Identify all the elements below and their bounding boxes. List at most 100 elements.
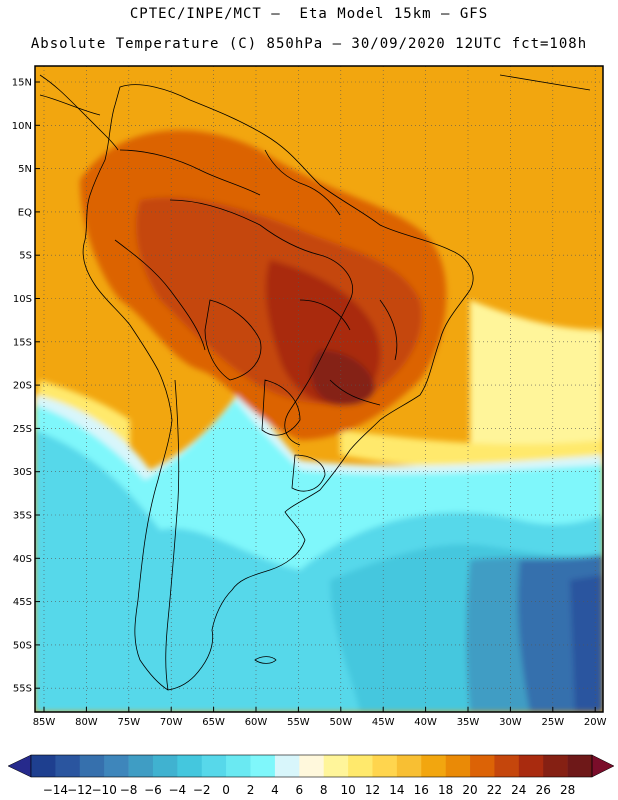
colorbar-swatch — [55, 755, 81, 777]
map-axes: 15N 10N 5N EQ 5S 10S 15S 20S 25S 30S 35S 40S 45S 50S 5… — [12, 78, 607, 729]
colorbar-swatch — [31, 755, 56, 777]
colorbar-swatch — [396, 755, 422, 777]
colorbar-label: 6 — [295, 783, 303, 797]
colorbar-label: 12 — [365, 783, 380, 797]
colorbar-swatch — [79, 755, 105, 777]
colorbar-label: 24 — [511, 783, 526, 797]
colorbar-swatch — [348, 755, 373, 777]
lon-label: 45W — [372, 717, 395, 728]
colorbar-label: 16 — [414, 783, 429, 797]
lat-label: 5N — [18, 164, 32, 175]
colorbar-swatch — [299, 755, 324, 777]
colorbar-label: 20 — [462, 783, 477, 797]
border-brazil — [169, 199, 353, 446]
border-uruguay — [291, 454, 326, 492]
field-subtropical — [35, 380, 603, 470]
colorbar-swatch — [372, 755, 398, 777]
lat-label: 30S — [13, 467, 32, 478]
lat-label: 40S — [13, 554, 32, 565]
border-colombia-venezuela — [119, 149, 261, 196]
lat-label: 15N — [12, 78, 32, 89]
coastlines — [39, 74, 591, 691]
colorbar-label: 26 — [536, 783, 551, 797]
colorbar-swatch — [274, 755, 300, 777]
border-argentina-chile — [165, 379, 180, 691]
colorbar-label: 4 — [271, 783, 279, 797]
colorbar-swatch — [323, 755, 349, 777]
border-guianas — [264, 149, 341, 216]
lat-label: 15S — [13, 337, 32, 348]
colorbar-swatch — [201, 755, 227, 777]
border-bolivia — [204, 299, 262, 381]
coastline-falklands — [254, 656, 277, 664]
lon-label: 20W — [584, 717, 607, 728]
colorbar-swatch — [421, 755, 446, 777]
colorbar-label: 2 — [247, 783, 255, 797]
lon-label: 85W — [33, 717, 56, 728]
lon-label: 25W — [541, 717, 564, 728]
lon-label: 40W — [414, 717, 437, 728]
colorbar-swatch — [250, 755, 276, 777]
lon-label: 75W — [117, 717, 140, 728]
lon-label: 35W — [457, 717, 480, 728]
colorbar-label: 18 — [438, 783, 453, 797]
colorbar-swatch — [518, 755, 544, 777]
colorbar-end-left — [7, 754, 32, 778]
colorbar-swatch — [543, 755, 568, 777]
lon-label: 60W — [245, 717, 268, 728]
colorbar-label: 28 — [560, 783, 575, 797]
colorbar-end-right — [591, 754, 615, 778]
map-frame — [34, 65, 604, 713]
border-paraguay — [261, 379, 301, 436]
border-peru — [114, 239, 206, 351]
colorbar-swatch — [128, 755, 154, 777]
colorbar-label: 14 — [389, 783, 404, 797]
coastline-south-america — [82, 84, 474, 691]
border-brazil-states — [299, 299, 398, 406]
lon-label: 70W — [160, 717, 183, 728]
colorbar-label: 22 — [487, 783, 502, 797]
lat-label: 25S — [13, 424, 32, 435]
temperature-field — [35, 66, 603, 712]
field-andes-hot — [105, 160, 132, 202]
lat-label: 50S — [13, 640, 32, 651]
colorbar-swatch — [177, 755, 203, 777]
field-land-hottest — [310, 350, 375, 406]
colorbar-swatch — [470, 755, 495, 777]
map-title-line1: CPTEC/INPE/MCT – Eta Model 15km – GFS — [129, 6, 489, 22]
colorbar-frame — [30, 754, 593, 778]
lat-label: 35S — [13, 511, 32, 522]
field-subtropical-pale — [470, 300, 603, 470]
lat-label: 55S — [13, 684, 32, 695]
lat-label: EQ — [18, 207, 32, 218]
lat-label: 20S — [13, 381, 32, 392]
colorbar-label: 8 — [320, 783, 328, 797]
colorbar-swatch — [152, 755, 178, 777]
colorbar-label: −4 — [168, 783, 186, 797]
colorbar-swatch — [567, 755, 593, 777]
colorbar-label: −8 — [120, 783, 138, 797]
colorbar-label: −14 — [43, 783, 68, 797]
colorbar-label: −12 — [67, 783, 92, 797]
colorbar-swatch — [104, 755, 129, 777]
colorbar-label: −2 — [193, 783, 211, 797]
lon-label: 65W — [202, 717, 225, 728]
lat-label: 5S — [19, 251, 32, 262]
colorbar-label: 0 — [222, 783, 230, 797]
lat-lon-grid — [35, 66, 603, 712]
lat-label: 45S — [13, 597, 32, 608]
coastline-central-america — [39, 74, 119, 151]
lon-label: 80W — [75, 717, 98, 728]
colorbar-swatch — [226, 755, 251, 777]
coastline-caribbean — [39, 74, 591, 116]
colorbar-swatch — [494, 755, 520, 777]
lat-label: 10N — [12, 121, 32, 132]
colorbar-label: 10 — [340, 783, 355, 797]
colorbar: −14 −12 −10 −8 −6 −4 −2 0 2 4 6 8 10 12 14 16 18 20 22 24 26… — [7, 754, 615, 797]
colorbar-swatch — [445, 755, 471, 777]
colorbar-label: −6 — [144, 783, 162, 797]
colorbar-label: −10 — [92, 783, 117, 797]
map-title-line2: Absolute Temperature (C) 850hPa – 30/09/… — [30, 36, 588, 52]
field-cold-3 — [570, 575, 603, 712]
